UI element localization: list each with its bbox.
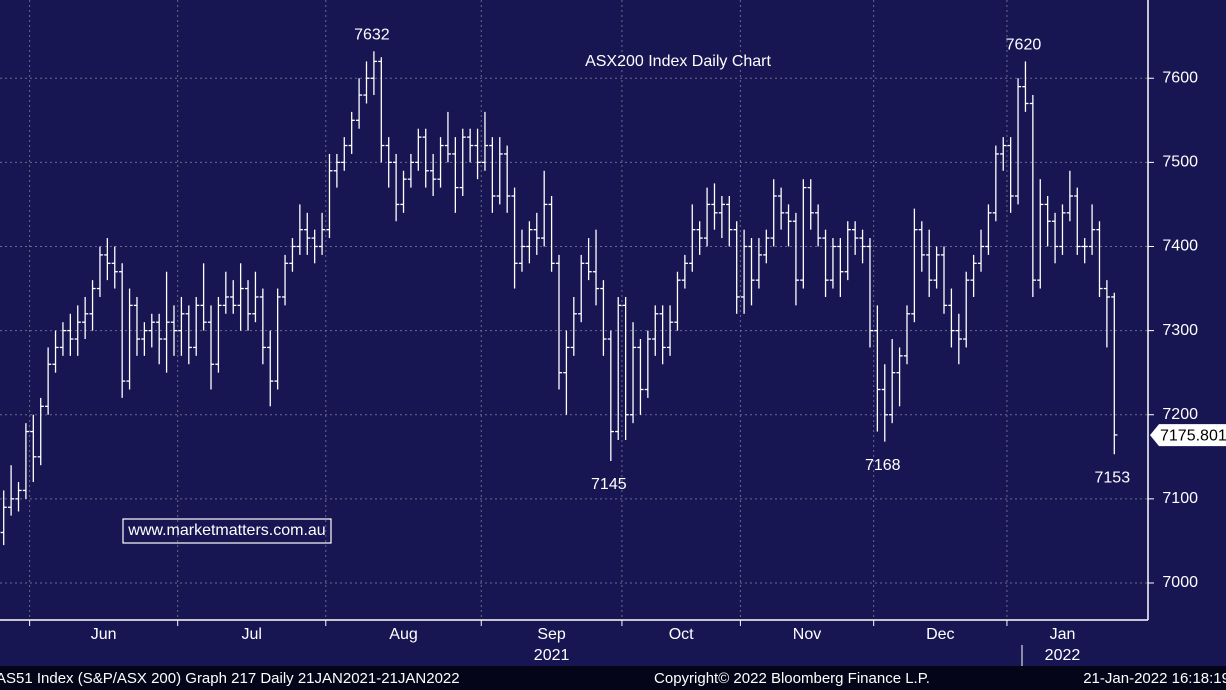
year-label: 2022: [1045, 647, 1081, 664]
last-price-tag: [1150, 424, 1226, 447]
x-tick-label: Sep: [537, 626, 566, 643]
x-tick-label: Aug: [389, 626, 417, 643]
watermark: www.marketmatters.com.au: [127, 522, 325, 539]
x-tick-label: Dec: [926, 626, 954, 643]
y-tick-label: 7100: [1162, 490, 1198, 507]
annotation: 7153: [1095, 469, 1131, 486]
x-tick-label: Jul: [242, 626, 262, 643]
footer-copyright: Copyright© 2022 Bloomberg Finance L.P.: [654, 670, 930, 687]
footer-left: AS51 Index (S&P/ASX 200) Graph 217 Daily…: [0, 670, 460, 687]
y-tick-label: 7600: [1162, 69, 1198, 86]
annotation: 7632: [354, 27, 390, 44]
footer-bar: [0, 666, 1226, 690]
x-tick-label: Jan: [1050, 626, 1076, 643]
chart-title: ASX200 Index Daily Chart: [585, 53, 771, 70]
footer-timestamp: 21-Jan-2022 16:18:19: [1083, 670, 1226, 687]
annotation: 7145: [591, 476, 627, 493]
x-tick-label: Jun: [91, 626, 117, 643]
y-tick-label: 7500: [1162, 154, 1198, 171]
y-tick-label: 7200: [1162, 406, 1198, 423]
y-tick-label: 7300: [1162, 322, 1198, 339]
y-tick-label: 7400: [1162, 238, 1198, 255]
annotation: 7620: [1006, 37, 1042, 54]
x-tick-label: Nov: [793, 626, 821, 643]
annotation: 7168: [865, 457, 901, 474]
background: [0, 0, 1226, 666]
x-tick-label: Oct: [669, 626, 694, 643]
last-price-label: 7175.801: [1160, 427, 1226, 444]
year-label: 2021: [534, 647, 570, 664]
watermark-box: [122, 518, 332, 544]
y-tick-label: 7000: [1162, 574, 1198, 591]
